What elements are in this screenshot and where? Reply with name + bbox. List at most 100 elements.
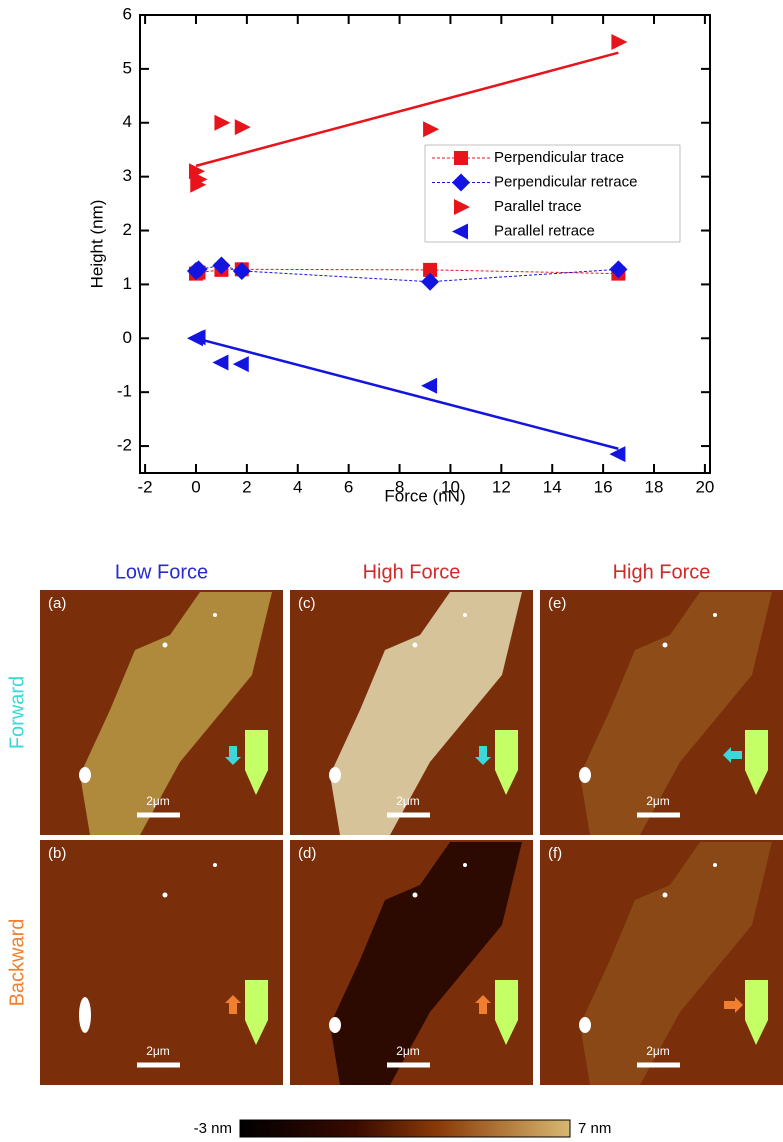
marker xyxy=(232,356,249,373)
colorbar-min: -3 nm xyxy=(194,1120,232,1137)
x-tick-label: 8 xyxy=(395,477,404,496)
legend-marker xyxy=(452,223,468,240)
marker xyxy=(234,119,251,136)
marker xyxy=(191,171,208,188)
column-title: High Force xyxy=(613,561,711,583)
direction-arrow xyxy=(475,746,491,765)
scan-arrow xyxy=(245,980,268,1045)
marker xyxy=(421,272,440,291)
debris xyxy=(329,1017,341,1033)
flake xyxy=(80,592,272,835)
y-tick-label: -1 xyxy=(117,382,132,401)
legend-marker xyxy=(454,199,470,215)
row-title: Forward xyxy=(6,676,28,749)
column-title: High Force xyxy=(363,561,461,583)
column-title: Low Force xyxy=(115,561,208,583)
x-tick-label: 12 xyxy=(492,477,511,496)
direction-arrow xyxy=(724,997,743,1013)
x-tick-label: 10 xyxy=(441,477,460,496)
scale-bar-label: 2μm xyxy=(146,794,170,808)
debris xyxy=(579,767,591,783)
scan-arrow xyxy=(745,980,768,1045)
scale-bar-label: 2μm xyxy=(396,794,420,808)
x-tick-label: 6 xyxy=(344,477,353,496)
scan-arrow xyxy=(495,730,518,795)
scan-arrow xyxy=(245,730,268,795)
particle xyxy=(162,642,168,648)
panel-label: (b) xyxy=(48,845,66,862)
marker xyxy=(609,446,626,463)
legend-label: Perpendicular retrace xyxy=(494,173,637,190)
marker xyxy=(214,114,231,131)
y-tick-label: 2 xyxy=(123,220,132,239)
x-tick-label: 0 xyxy=(191,477,200,496)
direction-arrow xyxy=(723,747,742,763)
scan-arrow xyxy=(745,730,768,795)
flake xyxy=(580,592,772,835)
marker xyxy=(609,260,628,279)
legend-label: Parallel retrace xyxy=(494,222,595,239)
marker xyxy=(212,256,231,275)
colorbar xyxy=(239,1119,571,1138)
debris xyxy=(329,767,341,783)
particle xyxy=(412,642,418,648)
marker xyxy=(189,260,208,279)
afm-image: (c) 2μm xyxy=(290,590,533,835)
panel-label: (e) xyxy=(548,595,566,612)
flake xyxy=(330,842,522,1085)
y-tick-label: 5 xyxy=(123,58,132,77)
legend-marker xyxy=(454,151,468,165)
scan-arrow xyxy=(495,980,518,1045)
x-tick-label: 4 xyxy=(293,477,302,496)
marker xyxy=(232,261,251,280)
particle xyxy=(463,613,467,617)
afm-image: (e) 2μm xyxy=(540,590,783,835)
panel-label: (f) xyxy=(548,845,562,862)
fit-line xyxy=(195,337,619,450)
y-tick-label: 1 xyxy=(123,274,132,293)
afm-image: (b) 2μm xyxy=(40,840,283,1085)
colorbar-max: 7 nm xyxy=(578,1120,611,1137)
flake xyxy=(330,592,522,835)
particle xyxy=(713,613,717,617)
particle xyxy=(412,892,418,898)
marker xyxy=(423,262,438,277)
series-line xyxy=(195,265,619,283)
x-tick-label: -2 xyxy=(138,477,153,496)
panel-label: (a) xyxy=(48,595,66,612)
plot-frame xyxy=(139,14,711,474)
afm-background xyxy=(40,840,283,1085)
x-axis-title: Force (nN) xyxy=(384,486,465,505)
debris xyxy=(79,997,91,1033)
particle xyxy=(463,863,467,867)
direction-arrow xyxy=(225,746,241,765)
y-tick-label: 0 xyxy=(123,328,132,347)
legend-label: Parallel trace xyxy=(494,198,582,215)
scale-bar-label: 2μm xyxy=(396,1044,420,1058)
direction-arrow xyxy=(225,995,241,1014)
particle xyxy=(162,892,168,898)
legend-marker xyxy=(452,173,470,192)
debris xyxy=(579,1017,591,1033)
marker xyxy=(611,33,628,50)
x-tick-label: 14 xyxy=(543,477,562,496)
scale-bar-label: 2μm xyxy=(646,794,670,808)
afm-image: (a) 2μm xyxy=(40,590,283,835)
particle xyxy=(713,863,717,867)
panel-label: (c) xyxy=(298,595,316,612)
particle xyxy=(662,892,668,898)
y-tick-label: -2 xyxy=(117,436,132,455)
y-tick-label: 4 xyxy=(123,112,132,131)
row-title: Backward xyxy=(6,919,28,1007)
particle xyxy=(662,642,668,648)
direction-arrow xyxy=(475,995,491,1014)
afm-image: (f) 2μm xyxy=(540,840,783,1085)
particle xyxy=(213,863,217,867)
y-tick-label: 6 xyxy=(123,4,132,23)
scale-bar-label: 2μm xyxy=(646,1044,670,1058)
x-tick-label: 18 xyxy=(645,477,664,496)
scale-bar-label: 2μm xyxy=(146,1044,170,1058)
panel-label: (d) xyxy=(298,845,316,862)
particle xyxy=(213,613,217,617)
